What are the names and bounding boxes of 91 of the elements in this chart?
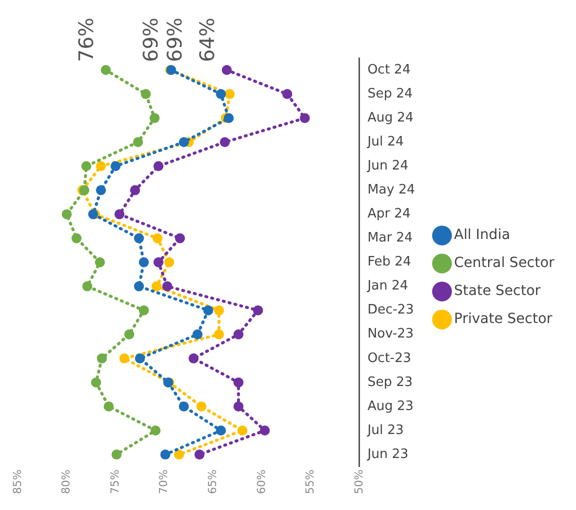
point — [150, 426, 161, 436]
point — [94, 257, 105, 268]
y-tick-label: Sep 23 — [367, 374, 413, 390]
y-tick-label: Jul 23 — [366, 422, 404, 438]
point — [134, 353, 145, 364]
point — [153, 161, 164, 172]
point — [192, 329, 203, 340]
point — [81, 161, 92, 172]
y-tick-label: Feb 24 — [367, 254, 412, 270]
y-tick-label: Dec-23 — [367, 302, 414, 318]
point — [100, 65, 111, 76]
point — [134, 281, 144, 292]
point — [222, 65, 232, 76]
point — [91, 377, 102, 388]
data-label: 69% — [162, 18, 186, 62]
point — [282, 89, 292, 100]
y-tick-label: Oct 24 — [367, 62, 411, 78]
point — [124, 329, 134, 340]
point — [104, 401, 114, 412]
y-tick-label: Sep 24 — [367, 86, 413, 102]
point — [130, 185, 140, 196]
y-tick-label: Apr 24 — [367, 206, 411, 222]
point — [260, 426, 270, 436]
point — [96, 161, 106, 172]
x-tick-label: 75% — [108, 470, 122, 494]
y-tick-label: Jan 24 — [366, 278, 408, 294]
point — [96, 353, 107, 364]
point — [214, 305, 224, 316]
point — [96, 185, 106, 196]
point — [178, 401, 189, 412]
point — [152, 233, 163, 244]
x-tick-label: 70% — [157, 470, 170, 494]
point — [152, 281, 162, 292]
point — [138, 305, 149, 316]
y-tick-label: Jul 24 — [366, 134, 404, 150]
point — [119, 353, 130, 364]
point — [110, 161, 121, 172]
legend-label: State Sector — [454, 283, 541, 300]
x-tick-label: 60% — [254, 470, 268, 494]
point — [153, 257, 164, 268]
point — [114, 209, 124, 220]
y-tick-label: Jun 24 — [366, 158, 408, 174]
x-tick-label: 85% — [10, 470, 24, 494]
y-tick-label: May 24 — [367, 182, 416, 198]
x-tick-label: 65% — [206, 470, 219, 494]
data-label: 69% — [138, 18, 162, 62]
point — [233, 401, 244, 412]
y-tick-label: Jun 23 — [366, 446, 408, 462]
point — [72, 233, 82, 244]
x-tick-label: 80% — [60, 470, 73, 494]
point — [214, 329, 224, 340]
point — [162, 281, 172, 292]
data-label: 76% — [74, 18, 98, 62]
point — [132, 137, 143, 148]
point — [233, 329, 244, 340]
point — [194, 450, 204, 460]
point — [82, 281, 92, 292]
point — [216, 426, 226, 436]
y-tick-label: Oct-23 — [367, 350, 412, 366]
y-tick-label: Mar 24 — [367, 230, 413, 246]
data-label: 64% — [194, 18, 219, 62]
y-tick-label: Aug 24 — [367, 110, 414, 126]
y-tick-label: Aug 23 — [367, 398, 414, 414]
point — [237, 426, 248, 436]
point — [252, 305, 263, 316]
point — [233, 377, 244, 388]
point — [164, 257, 174, 268]
legend-label: Central Sector — [454, 255, 555, 272]
point — [62, 209, 72, 220]
point — [188, 353, 199, 364]
legend-label: All India — [454, 227, 510, 244]
x-tick-label: 50% — [352, 470, 366, 494]
point — [112, 450, 122, 460]
point — [196, 401, 206, 412]
x-tick-label: 55% — [304, 470, 317, 494]
point — [224, 113, 234, 124]
point — [220, 137, 230, 148]
point — [134, 233, 144, 244]
legend-label: Private Sector — [454, 311, 553, 328]
point — [138, 257, 149, 268]
point — [300, 113, 310, 124]
point — [224, 89, 235, 100]
point — [203, 305, 214, 316]
point — [174, 450, 184, 460]
point — [140, 89, 151, 100]
y-tick-label: Nov-23 — [367, 326, 414, 342]
point — [174, 233, 185, 244]
point — [216, 89, 226, 100]
point — [178, 137, 189, 148]
point — [160, 450, 170, 460]
point — [150, 113, 160, 124]
